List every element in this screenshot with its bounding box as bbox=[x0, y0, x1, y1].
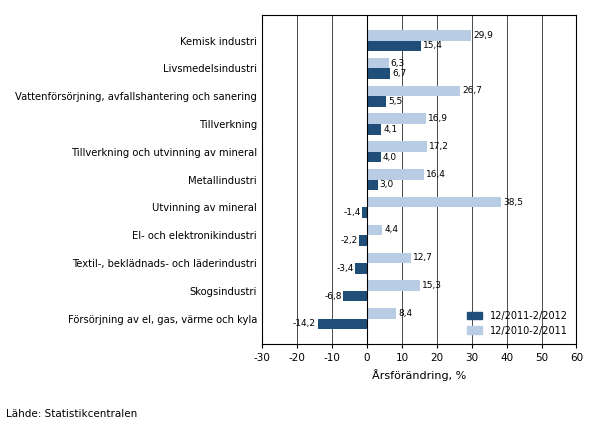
Text: -6,8: -6,8 bbox=[324, 292, 341, 301]
Text: 15,3: 15,3 bbox=[422, 281, 443, 290]
Text: 16,9: 16,9 bbox=[428, 114, 448, 123]
X-axis label: Årsförändring, %: Årsförändring, % bbox=[373, 369, 466, 381]
Text: -1,4: -1,4 bbox=[343, 208, 361, 217]
Text: 4,1: 4,1 bbox=[383, 125, 397, 134]
Bar bbox=[367, 141, 427, 152]
Bar bbox=[343, 291, 367, 301]
Text: -2,2: -2,2 bbox=[340, 236, 358, 245]
Text: Lähde: Statistikcentralen: Lähde: Statistikcentralen bbox=[6, 409, 137, 419]
Bar bbox=[367, 68, 390, 79]
Bar bbox=[367, 197, 502, 208]
Bar bbox=[367, 40, 421, 51]
Text: 4,0: 4,0 bbox=[383, 152, 397, 162]
Text: 5,5: 5,5 bbox=[388, 97, 402, 106]
Bar bbox=[367, 58, 389, 68]
Bar bbox=[367, 152, 381, 163]
Bar bbox=[367, 30, 471, 40]
Text: 29,9: 29,9 bbox=[473, 31, 493, 40]
Bar bbox=[359, 235, 367, 246]
Text: 6,7: 6,7 bbox=[392, 69, 407, 78]
Text: 3,0: 3,0 bbox=[379, 181, 393, 189]
Text: 38,5: 38,5 bbox=[503, 197, 523, 207]
Bar bbox=[355, 263, 367, 274]
Bar bbox=[367, 169, 425, 180]
Text: 16,4: 16,4 bbox=[426, 170, 446, 179]
Bar bbox=[367, 124, 382, 135]
Text: -14,2: -14,2 bbox=[293, 320, 316, 328]
Legend: 12/2011-2/2012, 12/2010-2/2011: 12/2011-2/2012, 12/2010-2/2011 bbox=[463, 307, 572, 339]
Bar bbox=[367, 180, 377, 190]
Bar bbox=[318, 319, 367, 329]
Text: 4,4: 4,4 bbox=[384, 226, 398, 234]
Bar bbox=[367, 85, 460, 96]
Bar bbox=[367, 225, 383, 235]
Text: 17,2: 17,2 bbox=[429, 142, 448, 151]
Text: 12,7: 12,7 bbox=[413, 253, 433, 262]
Text: 6,3: 6,3 bbox=[391, 59, 405, 67]
Bar bbox=[362, 208, 367, 218]
Text: 26,7: 26,7 bbox=[462, 86, 482, 96]
Bar bbox=[367, 308, 396, 319]
Bar bbox=[367, 113, 426, 124]
Bar bbox=[367, 253, 411, 263]
Text: -3,4: -3,4 bbox=[336, 264, 353, 273]
Text: 8,4: 8,4 bbox=[398, 309, 412, 318]
Bar bbox=[367, 280, 420, 291]
Bar bbox=[367, 96, 386, 107]
Text: 15,4: 15,4 bbox=[423, 41, 443, 51]
